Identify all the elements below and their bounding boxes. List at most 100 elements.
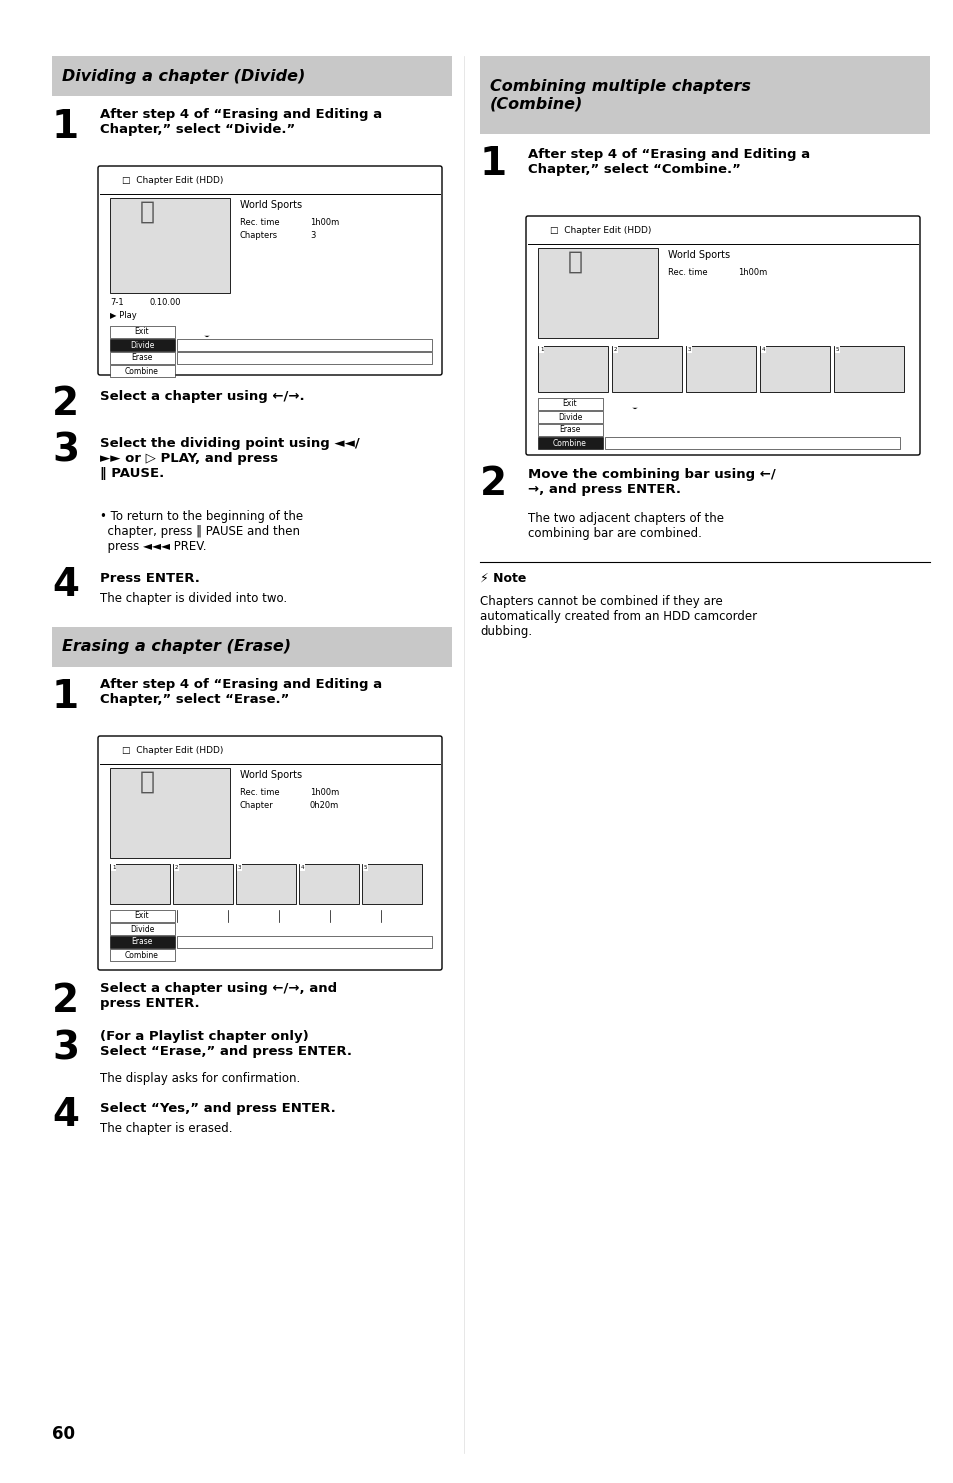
Text: After step 4 of “Erasing and Editing a
Chapter,” select “Erase.”: After step 4 of “Erasing and Editing a C… <box>100 678 382 706</box>
Text: Press ENTER.: Press ENTER. <box>100 572 200 584</box>
Text: 1: 1 <box>479 145 507 182</box>
Text: □  Chapter Edit (HDD): □ Chapter Edit (HDD) <box>550 225 651 234</box>
Text: Erasing a chapter (Erase): Erasing a chapter (Erase) <box>62 639 291 654</box>
Text: 2: 2 <box>174 865 178 871</box>
FancyBboxPatch shape <box>525 217 919 455</box>
Text: 3: 3 <box>310 231 315 240</box>
Text: 1: 1 <box>112 865 115 871</box>
Text: 2: 2 <box>52 982 79 1020</box>
Bar <box>110 936 174 948</box>
Text: ▶ Play: ▶ Play <box>110 311 136 320</box>
Bar <box>110 922 174 934</box>
Bar <box>298 865 358 905</box>
Text: 1h00m: 1h00m <box>738 268 766 277</box>
Bar <box>235 865 295 905</box>
Text: Chapter: Chapter <box>240 801 274 810</box>
Text: (For a Playlist chapter only)
Select “Erase,” and press ENTER.: (For a Playlist chapter only) Select “Er… <box>100 1031 352 1057</box>
Bar <box>110 365 174 377</box>
Bar <box>760 346 829 392</box>
FancyBboxPatch shape <box>98 166 441 375</box>
Bar <box>110 911 174 922</box>
Text: Chapters cannot be combined if they are
automatically created from an HDD camcor: Chapters cannot be combined if they are … <box>479 595 757 638</box>
Text: Dividing a chapter (Divide): Dividing a chapter (Divide) <box>62 68 305 83</box>
Text: 3: 3 <box>237 865 241 871</box>
Text: After step 4 of “Erasing and Editing a
Chapter,” select “Divide.”: After step 4 of “Erasing and Editing a C… <box>100 108 382 136</box>
Bar <box>110 199 230 294</box>
Text: 7-1: 7-1 <box>110 298 124 307</box>
Bar <box>110 865 170 905</box>
Text: 1: 1 <box>52 108 79 145</box>
Text: Exit: Exit <box>562 399 577 408</box>
Text: Rec. time: Rec. time <box>667 268 707 277</box>
Text: Rec. time: Rec. time <box>240 787 279 796</box>
Text: 🏃: 🏃 <box>140 200 154 224</box>
Text: Erase: Erase <box>132 353 152 362</box>
Text: Move the combining bar using ←/
→, and press ENTER.: Move the combining bar using ←/ →, and p… <box>527 469 775 495</box>
Bar <box>537 424 602 436</box>
Text: 5: 5 <box>364 865 367 871</box>
Text: The two adjacent chapters of the
combining bar are combined.: The two adjacent chapters of the combini… <box>527 512 723 540</box>
Bar <box>110 351 174 363</box>
Text: 3: 3 <box>52 432 79 470</box>
Bar <box>177 340 432 351</box>
Text: ⚡ Note: ⚡ Note <box>479 572 526 584</box>
Bar <box>537 346 607 392</box>
Bar <box>110 768 230 859</box>
Text: World Sports: World Sports <box>667 251 729 260</box>
Text: Divide: Divide <box>130 341 154 350</box>
Bar <box>172 865 233 905</box>
Bar <box>110 326 174 338</box>
Text: 3: 3 <box>687 347 691 351</box>
Text: 🏃: 🏃 <box>140 770 154 793</box>
Bar <box>537 397 602 409</box>
Text: After step 4 of “Erasing and Editing a
Chapter,” select “Combine.”: After step 4 of “Erasing and Editing a C… <box>527 148 809 176</box>
Bar <box>833 346 903 392</box>
Text: 1h00m: 1h00m <box>310 218 339 227</box>
Bar <box>604 437 899 449</box>
Text: 0.10.00: 0.10.00 <box>150 298 181 307</box>
Text: The display asks for confirmation.: The display asks for confirmation. <box>100 1072 300 1086</box>
Bar <box>361 865 421 905</box>
Text: 4: 4 <box>301 865 304 871</box>
Bar <box>110 340 174 351</box>
Text: 4: 4 <box>761 347 764 351</box>
Text: Divide: Divide <box>558 412 581 421</box>
Text: Combining multiple chapters
(Combine): Combining multiple chapters (Combine) <box>490 79 750 111</box>
Text: Combine: Combine <box>553 439 586 448</box>
Bar <box>177 351 432 363</box>
Text: Erase: Erase <box>558 426 580 435</box>
Text: 🏃: 🏃 <box>567 251 582 274</box>
Bar <box>177 936 432 948</box>
Text: Erase: Erase <box>132 937 152 946</box>
Text: Select the dividing point using ◄◄/
►► or ▷ PLAY, and press
‖ PAUSE.: Select the dividing point using ◄◄/ ►► o… <box>100 437 359 480</box>
Text: Select a chapter using ←/→.: Select a chapter using ←/→. <box>100 390 304 403</box>
Text: 0h20m: 0h20m <box>310 801 339 810</box>
Text: Select “Yes,” and press ENTER.: Select “Yes,” and press ENTER. <box>100 1102 335 1115</box>
Text: 5: 5 <box>835 347 839 351</box>
Text: Rec. time: Rec. time <box>240 218 279 227</box>
FancyBboxPatch shape <box>98 736 441 970</box>
Bar <box>52 56 452 96</box>
Text: 1: 1 <box>539 347 543 351</box>
Text: 4: 4 <box>52 1096 79 1134</box>
Text: • To return to the beginning of the
  chapter, press ‖ PAUSE and then
  press ◄◄: • To return to the beginning of the chap… <box>100 510 303 553</box>
Text: The chapter is erased.: The chapter is erased. <box>100 1123 233 1134</box>
Bar <box>537 248 658 338</box>
Text: Divide: Divide <box>130 924 154 933</box>
Text: 2: 2 <box>52 386 79 423</box>
Text: Exit: Exit <box>134 328 150 337</box>
Text: Select a chapter using ←/→, and
press ENTER.: Select a chapter using ←/→, and press EN… <box>100 982 336 1010</box>
Text: Combine: Combine <box>125 366 159 375</box>
Text: 2: 2 <box>614 347 617 351</box>
Text: Exit: Exit <box>134 912 150 921</box>
Text: □  Chapter Edit (HDD): □ Chapter Edit (HDD) <box>122 176 223 185</box>
Bar <box>479 56 929 133</box>
Bar <box>685 346 755 392</box>
Text: 1: 1 <box>52 678 79 716</box>
Text: Chapters: Chapters <box>240 231 278 240</box>
Text: 4: 4 <box>52 567 79 604</box>
Bar <box>537 411 602 423</box>
Bar <box>537 437 602 449</box>
Text: Combine: Combine <box>125 951 159 960</box>
Text: □  Chapter Edit (HDD): □ Chapter Edit (HDD) <box>122 746 223 755</box>
